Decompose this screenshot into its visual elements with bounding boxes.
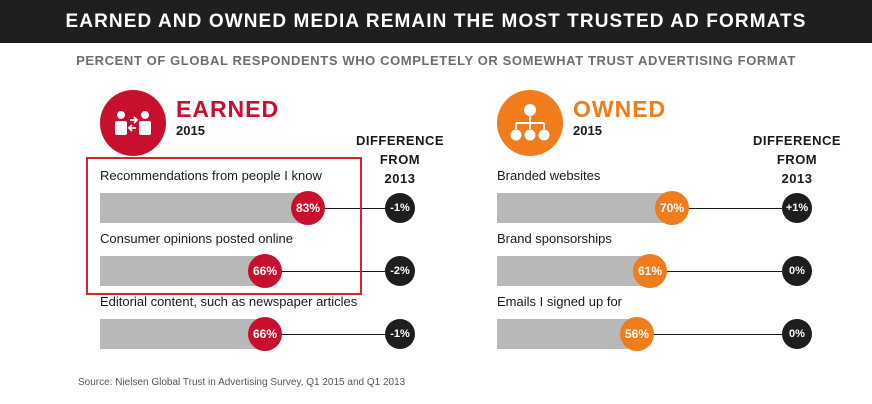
connector-line <box>654 334 782 335</box>
difference-value: 0% <box>782 256 812 286</box>
connector-line <box>325 208 385 209</box>
panel-owned: OWNED 2015 DIFFERENCE FROM 2013 Branded websi… <box>497 90 872 360</box>
bar <box>497 319 637 349</box>
difference-value: -1% <box>385 193 415 223</box>
difference-heading-line: FROM <box>776 152 818 167</box>
difference-heading: DIFFERENCE FROM 2013 <box>742 131 852 188</box>
bar <box>100 193 308 223</box>
row-label: Consumer opinions posted online <box>100 231 293 246</box>
panel-year: 2015 <box>573 123 602 138</box>
panel-earned: EARNED 2015 DIFFERENCE FROM 2013 Recommendati… <box>100 90 500 360</box>
value-label: 83% <box>291 191 325 225</box>
connector-line <box>689 208 782 209</box>
difference-heading: DIFFERENCE FROM 2013 <box>345 131 455 188</box>
connector-line <box>282 334 385 335</box>
chart-title: EARNED AND OWNED MEDIA REMAIN THE MOST T… <box>0 0 872 43</box>
row-label: Branded websites <box>497 168 601 183</box>
highlight-box <box>86 157 362 295</box>
people-exchange-icon <box>100 90 166 156</box>
panel-year: 2015 <box>176 123 205 138</box>
row-label: Emails I signed up for <box>497 294 623 309</box>
bar <box>497 193 672 223</box>
value-label: 66% <box>248 317 282 351</box>
bar <box>100 256 265 286</box>
difference-value: +1% <box>782 193 812 223</box>
difference-heading-line: DIFFERENCE <box>752 133 842 148</box>
value-label: 66% <box>248 254 282 288</box>
row-label: Editorial content, such as newspaper art… <box>100 294 358 309</box>
bar <box>100 319 265 349</box>
difference-heading-line: FROM <box>379 152 421 167</box>
difference-value: -1% <box>385 319 415 349</box>
value-label: 56% <box>620 317 654 351</box>
bar <box>497 256 650 286</box>
difference-value: -2% <box>385 256 415 286</box>
difference-heading-line: 2013 <box>384 171 416 186</box>
value-label: 70% <box>655 191 689 225</box>
chart-subtitle: PERCENT OF GLOBAL RESPONDENTS WHO COMPLE… <box>76 53 796 68</box>
panel-name: EARNED <box>176 96 280 122</box>
row-label: Recommendations from people I know <box>100 168 322 183</box>
row-label: Brand sponsorships <box>497 231 612 246</box>
difference-heading-line: DIFFERENCE <box>355 133 445 148</box>
difference-value: 0% <box>782 319 812 349</box>
source-note: Source: Nielsen Global Trust in Advertis… <box>78 377 406 388</box>
connector-line <box>282 271 385 272</box>
value-label: 61% <box>633 254 667 288</box>
panel-name: OWNED <box>573 96 667 122</box>
connector-line <box>667 271 782 272</box>
difference-heading-line: 2013 <box>781 171 813 186</box>
org-chart-icon <box>497 90 563 156</box>
